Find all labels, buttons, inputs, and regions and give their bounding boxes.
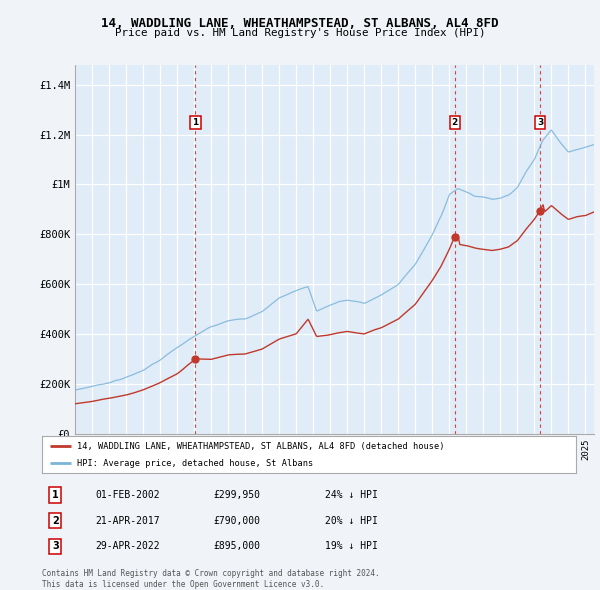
Text: 01-FEB-2002: 01-FEB-2002 <box>95 490 160 500</box>
Text: 29-APR-2022: 29-APR-2022 <box>95 542 160 551</box>
Text: 14, WADDLING LANE, WHEATHAMPSTEAD, ST ALBANS, AL4 8FD (detached house): 14, WADDLING LANE, WHEATHAMPSTEAD, ST AL… <box>77 441 444 451</box>
Text: 21-APR-2017: 21-APR-2017 <box>95 516 160 526</box>
Text: 20% ↓ HPI: 20% ↓ HPI <box>325 516 378 526</box>
Text: 19% ↓ HPI: 19% ↓ HPI <box>325 542 378 551</box>
Text: Contains HM Land Registry data © Crown copyright and database right 2024.
This d: Contains HM Land Registry data © Crown c… <box>42 569 380 589</box>
Text: £299,950: £299,950 <box>213 490 260 500</box>
Text: £895,000: £895,000 <box>213 542 260 551</box>
Text: 3: 3 <box>52 542 59 551</box>
Text: £790,000: £790,000 <box>213 516 260 526</box>
Text: 24% ↓ HPI: 24% ↓ HPI <box>325 490 378 500</box>
Text: HPI: Average price, detached house, St Albans: HPI: Average price, detached house, St A… <box>77 458 313 468</box>
Text: 1: 1 <box>193 118 199 127</box>
Text: Price paid vs. HM Land Registry's House Price Index (HPI): Price paid vs. HM Land Registry's House … <box>115 28 485 38</box>
Text: 14, WADDLING LANE, WHEATHAMPSTEAD, ST ALBANS, AL4 8FD: 14, WADDLING LANE, WHEATHAMPSTEAD, ST AL… <box>101 17 499 30</box>
Text: 2: 2 <box>52 516 59 526</box>
Text: 3: 3 <box>537 118 543 127</box>
Text: 2: 2 <box>452 118 458 127</box>
Text: 1: 1 <box>52 490 59 500</box>
